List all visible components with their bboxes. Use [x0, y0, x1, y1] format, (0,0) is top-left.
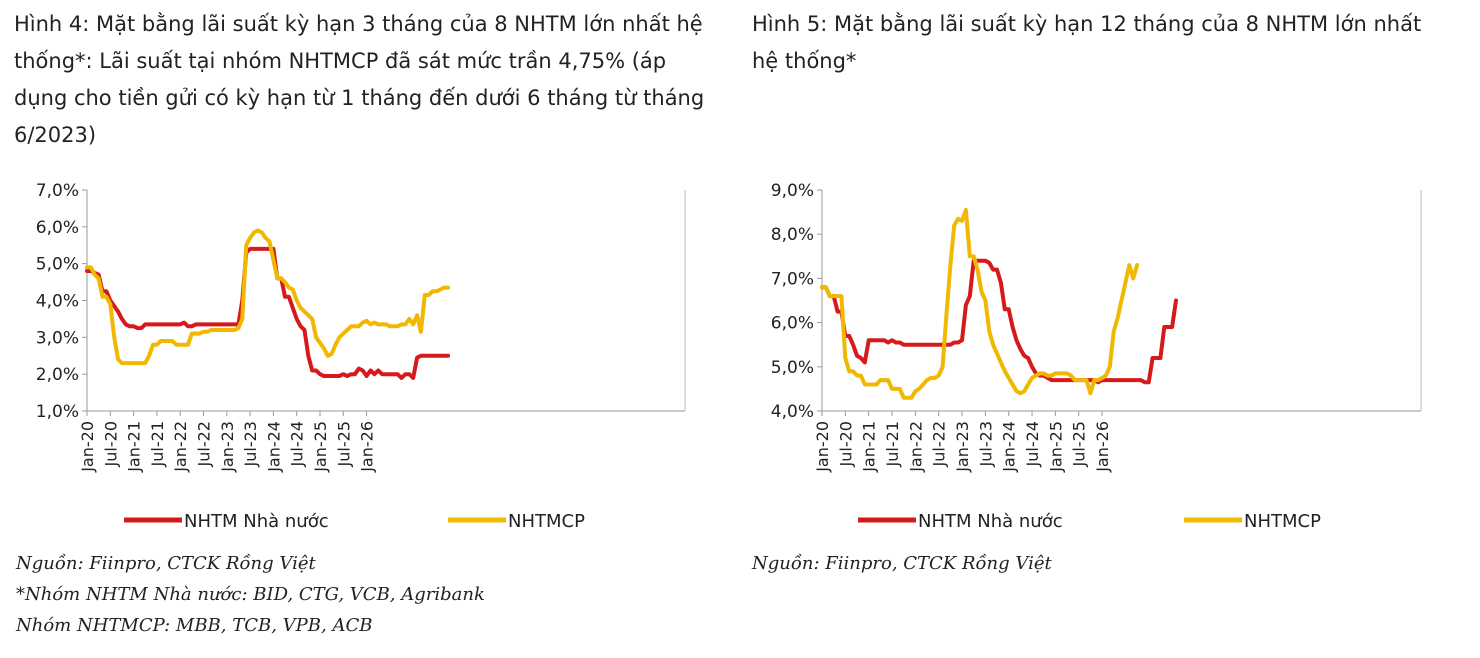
x-tick-label: Jul-25	[334, 421, 353, 467]
footnote-state-banks: *Nhóm NHTM Nhà nước: BID, CTG, VCB, Agri…	[16, 584, 485, 605]
series-line-joint-stock-banks	[820, 207, 1140, 400]
x-tick-label: Jul-22	[930, 421, 949, 467]
y-tick-label: 8,0%	[771, 225, 814, 245]
y-tick-label: 4,0%	[771, 402, 814, 422]
series-line-joint-stock-banks	[85, 228, 451, 366]
y-tick-label: 7,0%	[36, 181, 79, 201]
series-line-state-banks	[820, 258, 1178, 385]
x-tick-label: Jan-22	[906, 421, 925, 473]
x-tick-label: Jan-24	[1000, 421, 1019, 473]
chart-3-month-rates: 1,0% 2,0% 3,0% 4,0% 5,0% 6,0% 7,0% Jan-20 Jul-20…	[36, 181, 686, 532]
x-tick-label: Jan-22	[171, 421, 190, 473]
y-tick-label: 4,0%	[36, 292, 79, 312]
footnote-joint-stock-banks: Nhóm NHTMCP: MBB, TCB, VPB, ACB	[16, 615, 373, 636]
y-tick-label: 9,0%	[771, 181, 814, 201]
x-tick-label: Jan-20	[813, 421, 832, 473]
figure-5-title: Hình 5: Mặt bằng lãi suất kỳ hạn 12 thán…	[752, 12, 1422, 73]
x-tick-label: Jan-25	[311, 421, 330, 473]
y-tick-label: 5,0%	[771, 358, 814, 378]
legend-label-joint-stock-banks: NHTMCP	[1244, 511, 1321, 532]
chart-12-month-rates: 4,0% 5,0% 6,0% 7,0% 8,0% 9,0% Jan-20 Jul-20 Jan-…	[771, 181, 1422, 532]
y-tick-label: 3,0%	[36, 328, 79, 348]
legend-label-state-banks: NHTM Nhà nước	[184, 511, 329, 532]
y-tick-label: 2,0%	[36, 365, 79, 385]
x-tick-label: Jan-21	[125, 421, 144, 473]
x-tick-label: Jul-20	[101, 421, 120, 467]
y-tick-label: 6,0%	[771, 314, 814, 334]
x-tick-label: Jul-24	[1023, 421, 1042, 467]
x-tick-label: Jul-25	[1070, 421, 1089, 467]
legend-label-joint-stock-banks: NHTMCP	[508, 511, 585, 532]
x-tick-label: Jul-20	[836, 421, 855, 467]
x-tick-label: Jan-26	[358, 421, 377, 473]
legend-label-state-banks: NHTM Nhà nước	[918, 511, 1063, 532]
x-tick-label: Jan-21	[860, 421, 879, 473]
y-tick-label: 1,0%	[36, 402, 79, 422]
x-tick-label: Jan-24	[264, 421, 283, 473]
x-tick-label: Jul-21	[148, 421, 167, 467]
figure-4-title: Hình 4: Mặt bằng lãi suất kỳ hạn 3 tháng…	[14, 12, 705, 147]
x-tick-label: Jan-23	[218, 421, 237, 473]
x-tick-label: Jul-23	[976, 421, 995, 467]
x-tick-label: Jan-20	[78, 421, 97, 473]
x-tick-label: Jan-23	[953, 421, 972, 473]
x-tick-label: Jul-23	[241, 421, 260, 467]
source-note: Nguồn: Fiinpro, CTCK Rồng Việt	[16, 553, 316, 574]
x-tick-label: Jul-24	[288, 421, 307, 467]
y-tick-label: 7,0%	[771, 269, 814, 289]
x-tick-label: Jan-26	[1093, 421, 1112, 473]
source-note-fig5: Nguồn: Fiinpro, CTCK Rồng Việt	[752, 553, 1052, 574]
x-tick-label: Jul-21	[883, 421, 902, 467]
series-line-state-banks	[85, 246, 451, 380]
x-tick-label: Jul-22	[194, 421, 213, 467]
y-tick-label: 6,0%	[36, 218, 79, 238]
x-tick-label: Jan-25	[1046, 421, 1065, 473]
y-tick-label: 5,0%	[36, 255, 79, 275]
